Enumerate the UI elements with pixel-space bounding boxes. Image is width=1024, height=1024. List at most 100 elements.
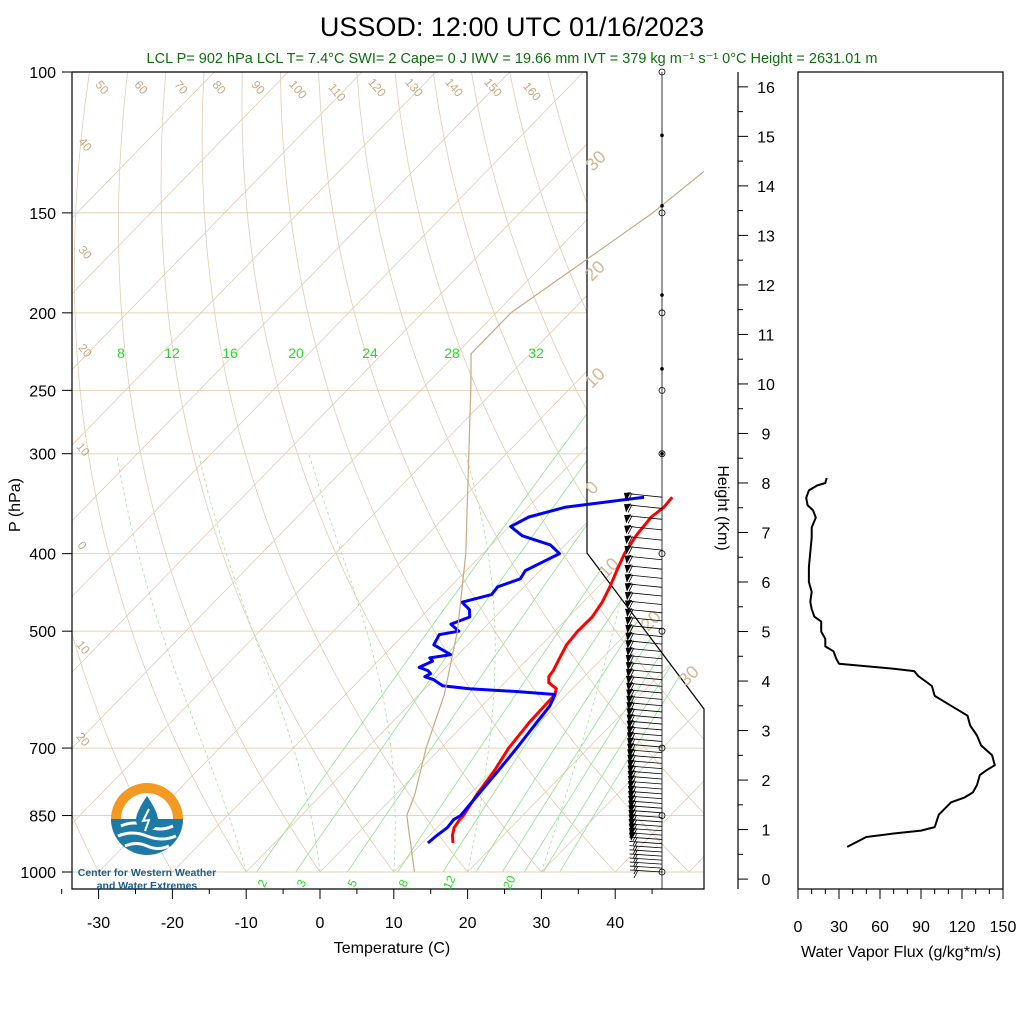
isotherm-label: 30 [75, 243, 95, 262]
mixing-ratio-line [502, 345, 704, 873]
height-tick-label: 16 [757, 80, 775, 97]
wind-barb-flag [625, 591, 633, 601]
dry-adiabat-label: 110 [326, 81, 349, 105]
mixing-ratio-line [256, 345, 638, 873]
dry-adiabat-line [73, 72, 247, 873]
wind-barb [624, 535, 663, 541]
wind-barb-flag [626, 695, 634, 705]
dry-adiabat-line [739, 72, 1024, 872]
dry-adiabat-line [547, 72, 704, 873]
wind-barb-flag [626, 688, 634, 698]
dry-adiabat-label: 80 [209, 78, 229, 97]
wind-barb [629, 869, 663, 873]
moist-adiabat-label: 0 [581, 477, 602, 498]
wind-barb-flag [625, 624, 633, 634]
x-tick-label: -20 [161, 915, 184, 932]
moist-adiabat-line [308, 453, 396, 873]
dry-adiabat-label: 120 [365, 75, 389, 100]
wind-barb-feather [632, 836, 638, 846]
wind-barb-feather [629, 625, 634, 634]
dry-adiabat-label: 50 [92, 78, 112, 97]
wind-barb-flag [626, 668, 634, 678]
barb-level-circle [658, 550, 666, 558]
y-tick-label: 500 [29, 624, 56, 641]
isotherm-line [467, 72, 704, 873]
x-tick-label: 0 [316, 915, 325, 932]
dry-adiabat-label: 160 [520, 79, 544, 104]
dry-adiabat-label: 90 [248, 78, 268, 97]
wind-barb [624, 591, 663, 597]
isotherm-line [72, 72, 363, 873]
wind-barb-feather [627, 525, 633, 535]
wind-barb [624, 574, 663, 579]
isotherm-line [72, 72, 704, 873]
flux-x-tick-label: 0 [794, 919, 803, 936]
skew-t-frame [71, 71, 705, 890]
wind-barb-flag [624, 564, 632, 574]
dry-adiabat-label: 140 [442, 75, 466, 100]
dry-adiabat-line [700, 72, 704, 873]
wind-barb [629, 853, 663, 857]
wind-barb [624, 555, 663, 561]
height-tick-label: 1 [762, 823, 771, 840]
dry-adiabat-line [280, 72, 616, 873]
wind-barb-feather [628, 583, 634, 592]
dry-adiabat-line [623, 72, 704, 873]
mixing-ratio-label: 3 [294, 877, 310, 889]
height-tick-label: 12 [757, 278, 775, 295]
isotherm-line [72, 72, 658, 873]
flux-x-axis-label: Water Vapor Flux (g/kg*m/s) [801, 944, 1001, 961]
barb-level-dot [660, 367, 664, 371]
flux-frame [797, 71, 1004, 890]
wind-barb-flag [624, 573, 632, 583]
dry-adiabat-label: 70 [171, 78, 191, 97]
wind-barb-feather [633, 853, 638, 863]
wind-barb-feather [632, 841, 638, 850]
height-axis-label: Height (Km) [714, 465, 731, 550]
sounding-profiles [406, 170, 704, 873]
wind-barb-flag [626, 713, 634, 723]
wind-barb-flag [625, 616, 633, 626]
dewpoint-profile-line [417, 495, 645, 845]
mixing-ratio-label: 12 [164, 345, 180, 361]
isotherm-line [319, 72, 704, 873]
moist-adiabat-line [116, 453, 247, 873]
moist-adiabat-label: 30 [582, 147, 610, 175]
isotherm-label: 0 [75, 538, 90, 552]
y-tick-label: 250 [29, 383, 56, 400]
wind-barb [629, 865, 663, 869]
isotherm-line [72, 72, 437, 873]
wind-barb [624, 565, 663, 570]
height-tick-label: 10 [757, 377, 775, 394]
isotherm-label: 10 [73, 638, 93, 657]
barb-level-circle [658, 627, 666, 635]
height-tick-label: 6 [762, 575, 771, 592]
wind-barb-flag [624, 503, 632, 513]
barb-level-circle [658, 450, 666, 458]
wind-barb-feather [628, 617, 634, 626]
wind-barb-feather [633, 849, 638, 859]
height-tick-label: 0 [762, 872, 771, 889]
isotherm-label: 10 [73, 440, 93, 459]
mixing-ratio-label: 20 [288, 345, 304, 361]
wind-barb-feather [629, 640, 634, 649]
barb-level-circle [658, 209, 666, 217]
wind-barb-feather [628, 592, 634, 601]
wind-barb-flag [624, 524, 632, 534]
wind-barb-flag [625, 632, 633, 642]
isotherm-line [98, 72, 704, 873]
dry-adiabat-line [241, 72, 542, 873]
dry-adiabat-line [118, 72, 321, 873]
wind-barb-flag [624, 554, 632, 564]
isotherm-label: 20 [73, 730, 93, 749]
mixing-ratio-line [559, 345, 704, 873]
wind-barb-feather [628, 546, 633, 555]
skew-t-x-axis-label: Temperature (C) [334, 940, 450, 957]
flux-profile [805, 477, 996, 848]
wind-barb-flag [626, 675, 634, 685]
y-tick-label: 300 [29, 447, 56, 464]
wind-barb [625, 600, 663, 605]
wind-barb-feather [629, 632, 634, 642]
mixing-ratio-line [524, 345, 704, 873]
